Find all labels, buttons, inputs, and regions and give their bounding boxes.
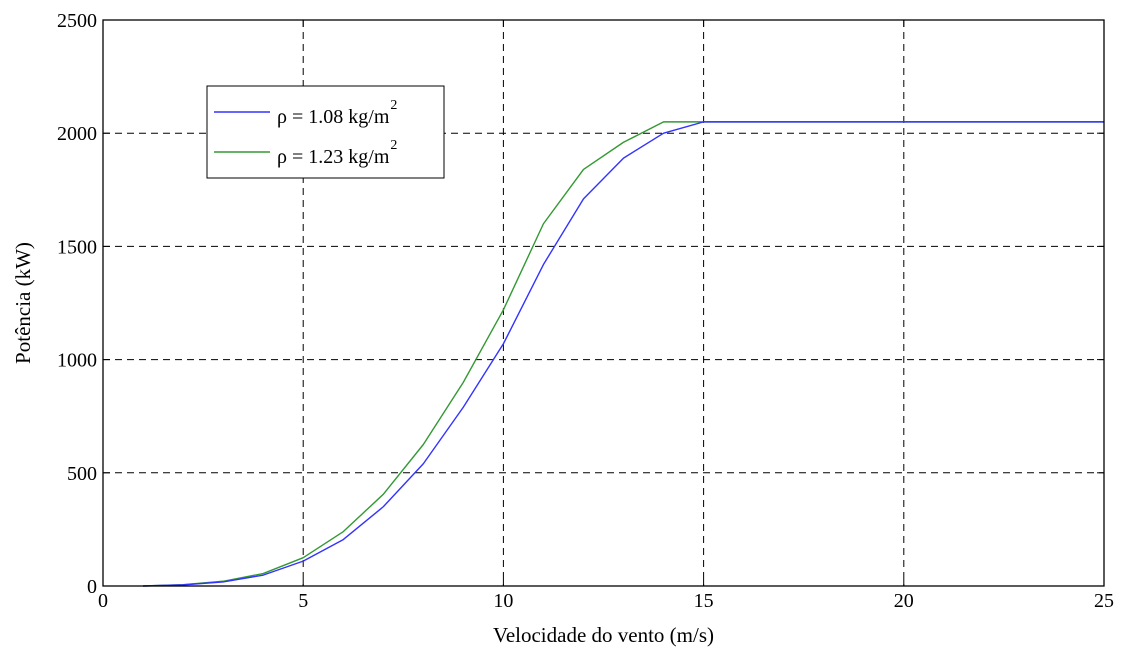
y-tick-label: 2500 xyxy=(57,10,97,32)
legend: ρ = 1.08 kg/m2ρ = 1.23 kg/m2 xyxy=(206,85,445,179)
legend-entry: ρ = 1.23 kg/m2 xyxy=(214,138,397,168)
legend-label-superscript: 2 xyxy=(390,98,397,113)
legend-entry: ρ = 1.08 kg/m2 xyxy=(214,98,397,128)
series-line-0 xyxy=(143,121,1104,587)
x-tick-label: 20 xyxy=(894,590,914,612)
x-axis-label: Velocidade do vento (m/s) xyxy=(493,623,714,647)
grid-lines xyxy=(103,20,1104,586)
plot-frame xyxy=(102,19,1105,587)
x-tick-label: 10 xyxy=(493,590,513,612)
y-tick-label: 1000 xyxy=(57,350,97,372)
legend-box xyxy=(206,85,445,179)
x-tick-label: 25 xyxy=(1094,590,1114,612)
legend-label-superscript: 2 xyxy=(390,138,397,153)
series-lines xyxy=(143,121,1104,587)
y-tick-label: 1500 xyxy=(57,236,97,258)
x-tick-label: 5 xyxy=(298,590,308,612)
y-axis-label: Potência (kW) xyxy=(11,242,35,364)
legend-label: ρ = 1.23 kg/m xyxy=(277,146,390,168)
y-tick-label: 500 xyxy=(67,463,97,485)
legend-label: ρ = 1.08 kg/m xyxy=(277,106,390,128)
x-tick-label: 15 xyxy=(694,590,714,612)
tick-labels: 0 5 10 15 20 25 0 500 1000 1500 2000 2500 xyxy=(57,10,1114,612)
y-tick-label: 2000 xyxy=(57,123,97,145)
x-tick-label: 0 xyxy=(98,590,108,612)
y-tick-label: 0 xyxy=(87,576,97,598)
